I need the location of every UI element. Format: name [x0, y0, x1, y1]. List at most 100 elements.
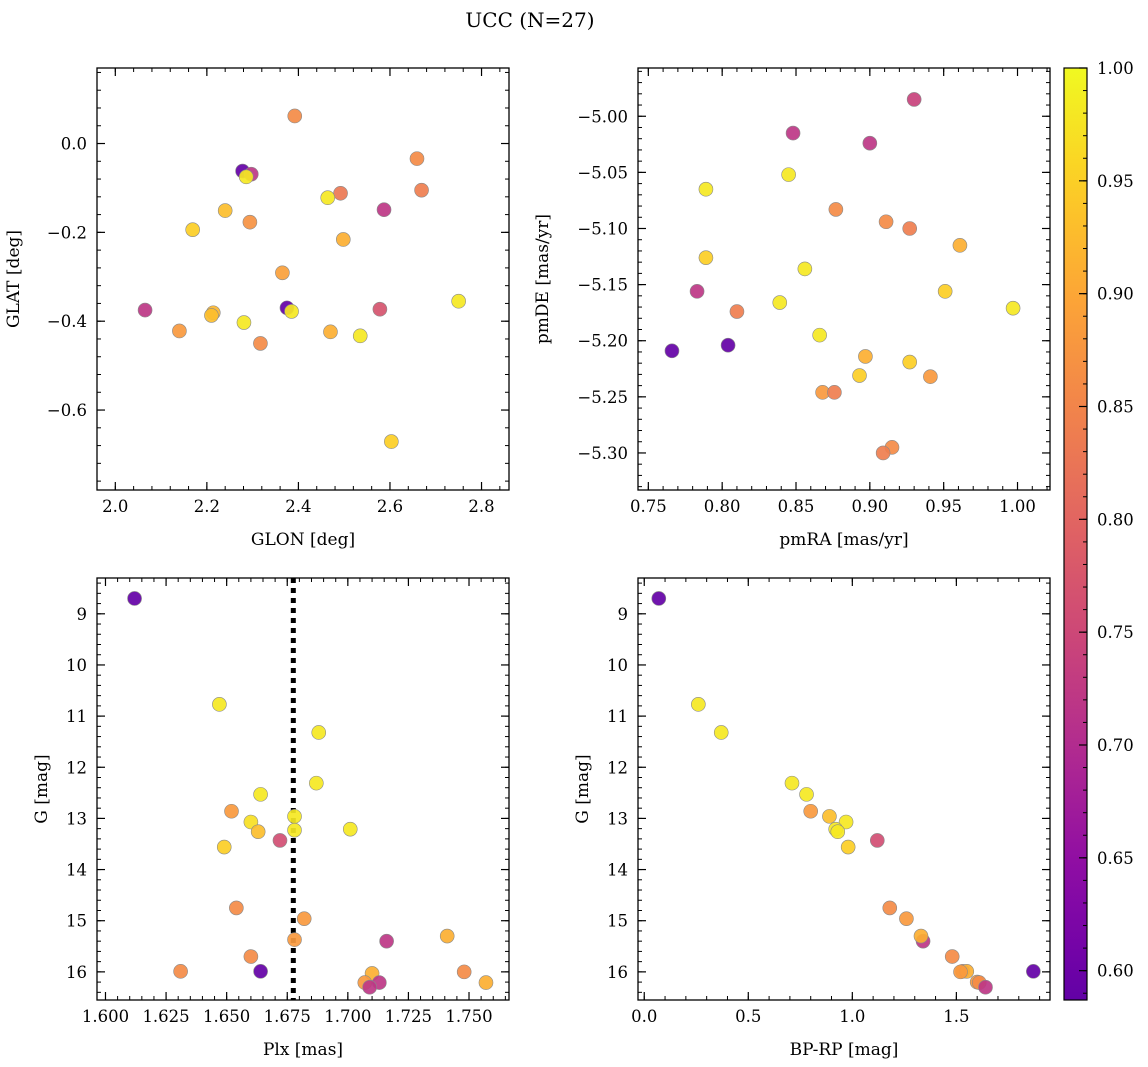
scatter-point	[822, 809, 837, 824]
scatter-point	[689, 284, 705, 299]
scatter-point	[828, 202, 844, 217]
scatter-point	[173, 964, 188, 979]
scatter-point	[803, 803, 819, 819]
scatter-point	[242, 214, 258, 230]
scatter-point	[243, 949, 259, 964]
x-tick-label: 2.4	[285, 497, 311, 516]
scatter-point	[785, 125, 801, 141]
scatter-point	[216, 839, 232, 855]
colorbar-tick-label: 0.70	[1097, 736, 1134, 755]
scatter-point	[830, 824, 846, 840]
y-tick-label: −0.2	[47, 223, 87, 242]
scatter-point	[840, 839, 856, 855]
scatter-point	[217, 203, 233, 218]
y-tick-label: 11	[66, 707, 87, 726]
scatter-point	[127, 591, 142, 606]
scatter-point	[333, 185, 348, 201]
scatter-point	[137, 302, 153, 318]
y-tick-label: 10	[66, 656, 87, 675]
scatter-point	[379, 933, 394, 949]
x-tick-label: 1.725	[385, 1007, 432, 1026]
subplot-grid: 2.0 2.2 2.4 2.6 2.8 0.0 −0.2 −0.4 −0.6 GLON [deg]…	[4, 67, 1051, 1060]
y-tick-label: 15	[66, 912, 87, 931]
scatter-point	[236, 315, 252, 330]
scatter-point	[320, 190, 336, 206]
scatter-point	[287, 108, 303, 124]
scatter-point	[384, 434, 399, 449]
scatter-point	[952, 238, 968, 253]
x-axis-label: pmRA [mas/yr]	[779, 530, 908, 550]
plot-frame	[637, 577, 1051, 1001]
x-tick-label: 0.95	[925, 497, 962, 516]
scatter-point	[978, 979, 993, 995]
colorbar-tick-label: 0.95	[1097, 172, 1134, 191]
x-tick-label: 0.75	[630, 497, 667, 516]
scatter-point	[311, 725, 327, 740]
scatter-point	[352, 328, 368, 344]
scatter-point	[878, 214, 894, 230]
scatter-point	[335, 232, 351, 247]
y-tick-label: 14	[66, 861, 87, 880]
scatter-point	[309, 775, 324, 791]
scatter-point	[229, 900, 244, 916]
scatter-point	[478, 975, 494, 990]
scatter-point	[250, 824, 266, 840]
scatter-point	[456, 964, 472, 980]
scatter-point	[812, 327, 827, 343]
scatter-point	[944, 949, 960, 964]
scatter-point	[882, 900, 898, 916]
scatter-point	[784, 775, 800, 791]
scatter-point	[838, 814, 854, 830]
scatter-point	[323, 324, 338, 340]
x-tick-label: 2.6	[377, 497, 403, 516]
x-tick-label: 0.85	[778, 497, 815, 516]
y-tick-label: −5.15	[577, 276, 628, 295]
colorbar-tick-label: 0.80	[1097, 510, 1134, 529]
scatter-point	[287, 822, 302, 838]
x-tick-label: 0.5	[735, 1007, 761, 1026]
y-tick-label: 16	[66, 963, 87, 982]
x-tick-label: 1.750	[445, 1007, 492, 1026]
y-tick-label: −5.00	[577, 107, 628, 126]
scatter-point	[875, 445, 891, 461]
scatter-point	[713, 725, 729, 740]
scatter-point	[869, 833, 885, 848]
x-tick-label: 1.5	[943, 1007, 969, 1026]
y-axis-label: G [mag]	[32, 754, 52, 823]
figure-title: UCC (N=27)	[465, 8, 594, 32]
scatter-point	[797, 261, 813, 277]
scatter-point	[342, 821, 358, 837]
x-tick-label: 1.675	[264, 1007, 311, 1026]
y-tick-label: 10	[607, 656, 628, 675]
scatter-point	[376, 202, 392, 218]
scatter-point	[906, 92, 922, 107]
y-tick-label: 12	[66, 758, 87, 777]
colorbar: 0.60 0.65 0.70 0.75 0.80 0.85 0.90 0.95 1.00	[1063, 59, 1134, 1001]
scatter-point	[651, 591, 667, 606]
y-tick-label: −0.4	[47, 312, 87, 331]
scatter-point	[1005, 300, 1021, 316]
scatter-point	[253, 787, 268, 802]
x-axis-label: Plx [mas]	[263, 1040, 343, 1060]
y-tick-label: −5.10	[577, 219, 628, 238]
scatter-point	[729, 304, 745, 319]
plot-frame	[96, 577, 510, 1001]
subplot-3: 1.600 1.625 1.650 1.675 1.700 1.725 1.750 9 10 11…	[32, 577, 510, 1060]
scatter-point	[272, 833, 288, 848]
colorbar-tick-label: 0.65	[1097, 849, 1134, 868]
scatter-point	[862, 135, 878, 151]
scatter-point	[253, 964, 268, 979]
scatter-point	[224, 803, 239, 819]
y-tick-label: 9	[77, 605, 88, 624]
y-tick-label: −5.20	[577, 332, 628, 351]
scatter-point	[781, 167, 796, 182]
scatter-point	[414, 182, 429, 198]
scatter-point	[362, 979, 377, 995]
y-axis-label: GLAT [deg]	[4, 230, 24, 328]
scatter-point	[953, 964, 968, 980]
scatter-point	[172, 323, 187, 339]
scatter-point	[439, 928, 455, 944]
y-tick-label: 9	[618, 605, 629, 624]
y-tick-label: 11	[607, 707, 628, 726]
